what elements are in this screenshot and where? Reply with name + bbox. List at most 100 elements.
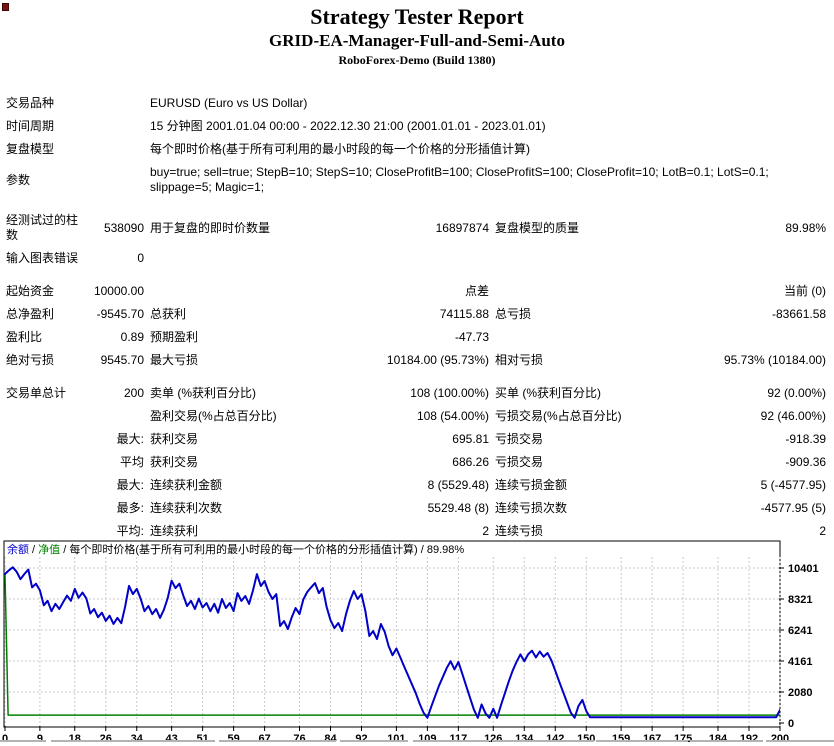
- page-title: Strategy Tester Report: [310, 4, 524, 29]
- report-label: [4, 497, 88, 520]
- report-value: 695.81: [452, 432, 489, 446]
- report-label: 交易单总计: [6, 386, 67, 400]
- report-value: 92 (46.00%): [760, 409, 827, 423]
- model-label: 复盘模型: [6, 142, 55, 156]
- x-axis-label: 0: [2, 733, 8, 745]
- plot-border: [3, 540, 781, 728]
- report-label: 连续获利次数: [150, 501, 223, 515]
- x-axis-label: 159: [612, 733, 630, 745]
- ea-name: GRID-EA-Manager-Full-and-Semi-Auto: [269, 31, 565, 50]
- report-label: 连续获利: [150, 524, 199, 538]
- x-axis-label: 26: [100, 733, 112, 745]
- axis-labels: 0 2080 4161 6241 8321 10401 0 9 18 26 34 43 51 59 67 76…: [2, 563, 819, 745]
- symbol-value: EURUSD (Euro vs US Dollar): [150, 96, 308, 110]
- report-label: 输入图表错误: [6, 251, 79, 265]
- x-axis-label: 126: [484, 733, 502, 745]
- x-axis-label: 184: [709, 733, 728, 745]
- table-row: 时间周期 15 分钟图 2001.01.04 00:00 - 2022.12.30…: [4, 115, 830, 138]
- report-value: 点差: [464, 284, 489, 298]
- divider-segment: [0, 740, 46, 742]
- report-value: 538090: [103, 220, 144, 235]
- report-value: 最大:: [116, 478, 144, 492]
- report-value: 2: [482, 524, 489, 538]
- report-value: 74115.88: [439, 307, 489, 321]
- report-label: [88, 115, 148, 138]
- divider-segment: [413, 740, 489, 742]
- table-row: 盈利比 0.89 预期盈利 -47.73: [4, 326, 830, 349]
- x-axis-label: 34: [131, 733, 144, 745]
- x-axis-label: 117: [450, 733, 468, 745]
- report-label: 亏损交易: [495, 455, 544, 469]
- report-label: [88, 92, 148, 115]
- x-axis-label: 92: [355, 733, 367, 745]
- report-value: 平均:: [116, 524, 144, 538]
- report-label: 连续亏损: [495, 524, 544, 538]
- report-label: [493, 270, 685, 303]
- report-value: -83661.58: [772, 307, 827, 321]
- report-value: 95.73% (10184.00): [723, 353, 827, 367]
- report-value: 16897874: [435, 220, 489, 235]
- report-label: 买单 (%获利百分比): [495, 386, 601, 400]
- report-value: [88, 405, 148, 428]
- gridlines: [4, 557, 781, 726]
- table-row: 输入图表错误 0: [4, 247, 830, 270]
- divider-segment: [219, 740, 336, 742]
- x-axis-label: 43: [166, 733, 178, 745]
- report-value: 10000.00: [93, 284, 144, 298]
- balance-chart: 0 2080 4161 6241 8321 10401 0 9 18 26 34 43 51 59 67 76…: [0, 540, 834, 746]
- report-value: 92 (0.00%): [767, 386, 827, 400]
- report-value: 0.89: [120, 330, 144, 344]
- report-value: 当前 (0): [784, 284, 827, 298]
- report-label: 连续获利金额: [150, 478, 223, 492]
- report-value: 9545.70: [100, 353, 144, 367]
- report-label: 绝对亏损: [6, 353, 55, 367]
- report-label: 连续亏损金额: [495, 478, 568, 492]
- report-label: 获利交易: [150, 432, 199, 446]
- report-label: 盈利比: [6, 330, 43, 344]
- equity-line: [4, 573, 780, 716]
- divider-segment: [492, 740, 594, 742]
- report-label: 总亏损: [495, 307, 532, 321]
- y-axis-label: 4161: [788, 656, 812, 668]
- report-value: 5529.48 (8): [427, 501, 489, 515]
- table-row: 平均 获利交易 686.26 亏损交易 -909.36: [4, 451, 830, 474]
- report-label: [88, 138, 148, 161]
- report-label: 总净盈利: [6, 307, 55, 321]
- report-label: 相对亏损: [495, 353, 544, 367]
- table-row: 最大: 连续获利金额 8 (5529.48) 连续亏损金额 5 (-4577.95): [4, 474, 830, 497]
- report-label: 总获利: [150, 307, 187, 321]
- divider-segment: [340, 740, 408, 742]
- x-axis-label: 109: [418, 733, 436, 745]
- x-axis-label: 76: [293, 733, 305, 745]
- report-label: 卖单 (%获利百分比): [150, 386, 256, 400]
- x-axis-label: 18: [69, 733, 81, 745]
- report-value: 89.98%: [785, 220, 827, 235]
- table-row: 总净盈利 -9545.70 总获利 74115.88 总亏损 -83661.58: [4, 303, 830, 326]
- report-label: 最大亏损: [150, 353, 199, 367]
- report-value: 最多:: [116, 501, 144, 515]
- report-header: Strategy Tester Report GRID-EA-Manager-F…: [0, 0, 834, 67]
- divider-segment: [596, 740, 688, 742]
- broken-image-icon: [2, 3, 9, 11]
- balance-line: [4, 566, 780, 719]
- report-value: 200: [123, 386, 144, 400]
- report-value: 0: [137, 251, 144, 265]
- report-label: 用于复盘的即时价数量: [150, 220, 271, 235]
- report-label: 复盘模型的质量: [495, 220, 580, 235]
- report-value: -909.36: [785, 455, 827, 469]
- balance-chart-svg: 0 2080 4161 6241 8321 10401 0 9 18 26 34 43 51 59 67 76…: [2, 540, 819, 745]
- table-row: 盈利交易(%占总百分比) 108 (54.00%) 亏损交易(%占总百分比) 92 (…: [4, 405, 830, 428]
- report-value: 平均: [119, 455, 144, 469]
- report-label: [148, 247, 830, 270]
- x-axis-label: 200: [771, 733, 789, 745]
- x-axis-label: 134: [515, 733, 534, 745]
- x-axis-label: 9: [37, 733, 43, 745]
- y-axis-label: 8321: [788, 594, 812, 606]
- table-row: 起始资金 10000.00 点差 当前 (0): [4, 270, 830, 303]
- report-label: 预期盈利: [150, 330, 199, 344]
- server-build: RoboForex-Demo (Build 1380): [338, 53, 496, 67]
- x-axis-label: 59: [228, 733, 240, 745]
- report-value: -918.39: [785, 432, 827, 446]
- report-label: [4, 428, 88, 451]
